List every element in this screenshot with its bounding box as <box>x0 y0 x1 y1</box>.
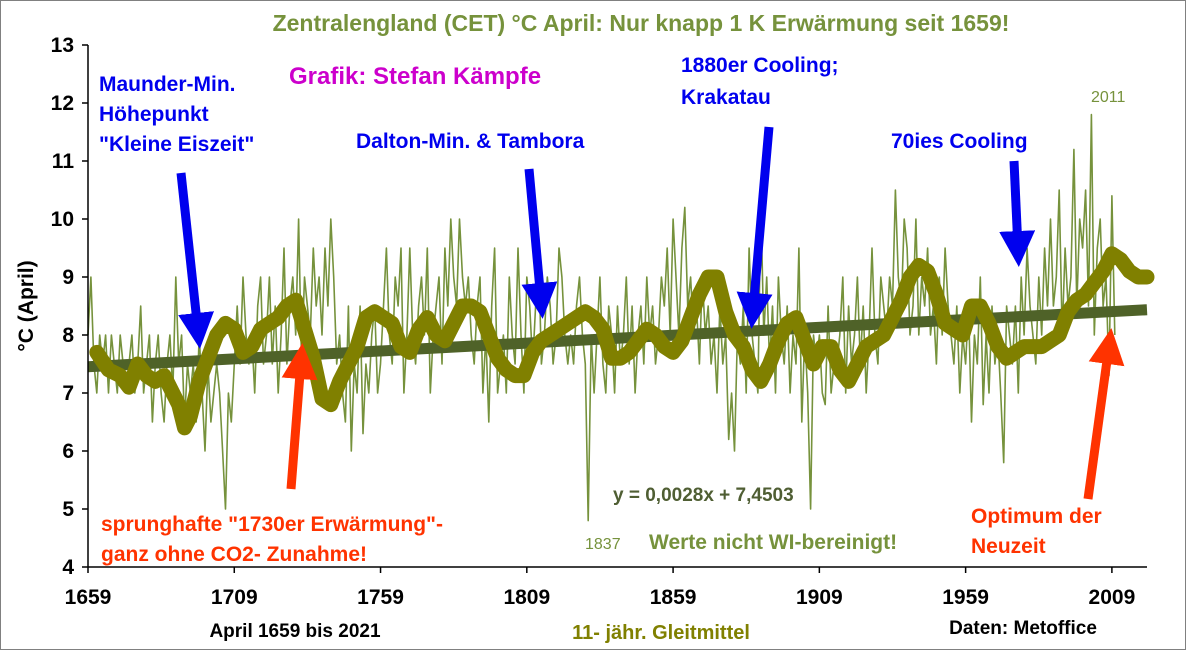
arrow-dalton <box>521 168 558 319</box>
x-tick-label: 1859 <box>650 586 697 609</box>
annotation-dalton: Dalton-Min. & Tambora <box>356 130 585 153</box>
source-label: Daten: Metoffice <box>949 618 1097 639</box>
annotation-optimum: Optimum der Neuzeit <box>971 505 1108 558</box>
x-axis-label: April 1659 bis 2021 <box>209 621 381 642</box>
x-tick-label: 1759 <box>357 586 404 609</box>
annotation-maunder: Maunder-Min. Höhepunkt "Kleine Eiszeit" <box>99 73 254 156</box>
x-ticks: 1659 1709 1759 1809 1859 1909 1959 2009 <box>65 567 1136 609</box>
y-tick-label: 8 <box>62 324 74 347</box>
x-tick-label: 1659 <box>65 586 112 609</box>
annotation-1730: sprunghafte "1730er Erwärmung"- ganz ohn… <box>101 513 449 566</box>
x-tick-label: 1809 <box>503 586 550 609</box>
moving-average-label: 11- jähr. Gleitmittel <box>572 622 750 644</box>
y-tick-label: 4 <box>62 556 74 579</box>
x-tick-label: 2009 <box>1089 586 1136 609</box>
x-tick-label: 1959 <box>942 586 989 609</box>
arrow-maunder <box>176 172 214 349</box>
y-tick-label: 10 <box>51 208 74 231</box>
y-tick-label: 5 <box>62 498 74 521</box>
not-adjusted-note: Werte nicht WI-bereinigt! <box>649 531 897 554</box>
y-axis-label: °C (April) <box>15 260 38 351</box>
y-ticks: 4 5 6 7 8 9 10 11 12 13 <box>51 34 88 579</box>
y-tick-label: 6 <box>62 440 74 463</box>
y-tick-label: 12 <box>51 92 74 115</box>
annotation-1880: 1880er Cooling; Krakatau <box>681 54 844 109</box>
y-tick-label: 9 <box>62 266 74 289</box>
point-label-2011: 2011 <box>1091 89 1126 106</box>
chart-title: Zentralengland (CET) °C April: Nur knapp… <box>273 10 1010 36</box>
y-tick-label: 7 <box>62 382 74 405</box>
moving-average-line <box>89 246 1155 436</box>
y-tick-label: 13 <box>51 34 74 57</box>
annotation-70ies: 70ies Cooling <box>891 130 1028 153</box>
x-tick-label: 1909 <box>796 586 843 609</box>
arrow-optimum <box>1083 328 1125 500</box>
point-label-1837: 1837 <box>585 536 621 553</box>
arrow-70ies <box>999 160 1036 267</box>
x-tick-label: 1709 <box>211 586 258 609</box>
arrow-1880 <box>736 126 774 329</box>
moving-average <box>89 246 1155 436</box>
trend-equation: y = 0,0028x + 7,4503 <box>613 485 794 506</box>
y-tick-label: 11 <box>52 150 75 173</box>
arrow-1730 <box>281 343 318 490</box>
credit-label: Grafik: Stefan Kämpfe <box>289 63 541 90</box>
